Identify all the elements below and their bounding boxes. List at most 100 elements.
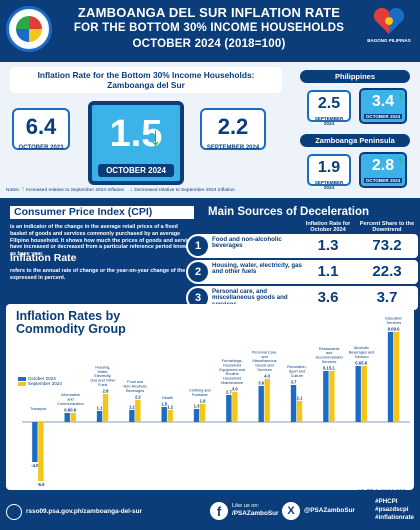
notes-decreased: Decreased relative to September 2024 Inf…	[134, 188, 235, 193]
hashtag: #inflationrate	[375, 514, 414, 521]
bar-value-label: 3.7	[291, 380, 297, 385]
category-label: Services	[322, 360, 337, 364]
category-label: Electricity,	[94, 374, 111, 378]
category-label: Culture	[291, 374, 303, 378]
category-label: and	[326, 351, 332, 355]
chart-legend: October 2024 September 2024	[18, 376, 62, 387]
row-share: 22.3	[372, 263, 402, 280]
chart-panel: -4.0 -5.9 Transport 0.9 0.9 Information and Com…	[6, 304, 414, 490]
x-icon[interactable]: X	[282, 502, 300, 520]
bar-oct	[258, 386, 264, 422]
bar-value-label: 5.6	[361, 361, 367, 366]
category-label: Fuels	[98, 383, 107, 387]
bar-value-label: 1.3	[194, 404, 200, 409]
header: ZAMBOANGA DEL SUR INFLATION RATE FOR THE…	[0, 0, 420, 62]
current-rate-label: OCTOBER 2024	[98, 164, 174, 177]
bar-oct	[323, 371, 329, 422]
bar-sep	[361, 366, 367, 422]
deceleration-col-rate: Inflation Rate for October 2024	[305, 221, 351, 234]
category-label: Clothing and	[189, 389, 210, 393]
row-rate: 1.3	[317, 237, 339, 254]
zp-sep-box: 1.9 SEPTEMBER 2024	[307, 154, 351, 190]
infographic-code: IG-ZDS-2024-019	[358, 490, 406, 496]
zp-oct-value: 2.8	[371, 157, 395, 174]
legend-oct: October 2024	[18, 376, 62, 381]
bar-value-label: 1.1	[97, 406, 103, 411]
category-label: Personal Care,	[252, 350, 277, 354]
summary-title: Inflation Rate for the Bottom 30% Income…	[10, 67, 282, 93]
bar-sep	[102, 394, 109, 422]
x-handle[interactable]: @PSAZamboSur	[304, 507, 355, 514]
website-link[interactable]: rsso09.psa.gov.ph/zamboanga-del-sur	[26, 508, 143, 515]
current-rate-value: 1.5	[109, 113, 163, 155]
like-label: Like us on:	[232, 503, 260, 509]
category-label: Alcoholic	[354, 346, 369, 350]
cpi-text: is an indicator of the change in the ave…	[10, 224, 197, 258]
notes: Notes: ↑ Increased relative to September…	[6, 186, 235, 193]
bar-value-label: 2.2	[135, 395, 141, 400]
bar-value-label: -5.9	[37, 482, 45, 487]
bar-value-label: 1.8	[200, 399, 206, 404]
category-label: Household	[223, 363, 241, 367]
category-label: Services	[387, 321, 402, 325]
title-line-1: ZAMBOANGA DEL SUR INFLATION RATE	[77, 5, 341, 20]
bar-oct	[193, 409, 200, 422]
bar-value-label: 4.3	[264, 374, 270, 379]
down-arrow-icon: ↓	[149, 121, 162, 151]
category-label: Sport and	[289, 370, 305, 374]
category-label: Beverages and	[349, 351, 375, 355]
summary-title-line-1: Inflation Rate for the Bottom 30% Income…	[37, 70, 255, 80]
legend-sep: September 2024	[18, 381, 62, 386]
title-line-3: OCTOBER 2024 (2018=100)	[132, 38, 286, 50]
bar-oct	[161, 407, 167, 422]
category-label: Gas and Other	[90, 379, 116, 383]
category-label: Information	[61, 393, 80, 397]
category-label: Restaurants	[319, 347, 340, 351]
category-label: Education	[385, 317, 402, 321]
cpi-heading: Consumer Price Index (CPI)	[10, 206, 194, 219]
legend-sep-label: September 2024	[28, 381, 62, 387]
bar-value-label: 2.7	[226, 390, 232, 395]
hashtag: #PHCPI	[375, 498, 398, 505]
bar-oct	[355, 366, 361, 422]
category-label: Maintenance	[221, 381, 243, 385]
category-label: Tobacco	[354, 355, 368, 359]
bar-sep	[296, 401, 303, 422]
bar-oct	[290, 385, 297, 422]
chart-title: Inflation Rates by Commodity Group	[16, 310, 126, 336]
summary-panel: Inflation Rate for the Bottom 30% Income…	[0, 62, 420, 198]
category-label: Services	[257, 368, 272, 372]
title-line-2: FOR THE BOTTOM 30% INCOME HOUSEHOLDS	[73, 22, 345, 34]
ph-oct-box: ↑ 3.4 OCTOBER 2024	[359, 88, 407, 124]
oct-2023-box: 6.4 OCTOBER 2023	[12, 108, 70, 151]
facebook-icon[interactable]: f	[210, 502, 228, 520]
current-rate-box: 1.5 ↓ OCTOBER 2024	[88, 101, 184, 185]
inflation-heading: Inflation Rate	[10, 252, 77, 264]
row-number: 3	[188, 288, 208, 308]
category-label: Recreation,	[287, 365, 306, 369]
row-share: 73.2	[372, 237, 402, 254]
bar-value-label: 5.6	[355, 361, 361, 366]
bar-oct	[96, 411, 103, 422]
ph-oct-value: 3.4	[371, 93, 395, 110]
bar-sep	[70, 413, 76, 422]
facebook-handle[interactable]: /PSAZamboSur	[232, 510, 279, 517]
category-label: Goods and	[255, 364, 274, 368]
bar-sep	[38, 422, 44, 481]
category-label: Miscellaneous	[252, 359, 276, 363]
sep-2024-box: 2.2 SEPTEMBER 2024	[200, 108, 266, 151]
definitions-section: Consumer Price Index (CPI) is an indicat…	[0, 198, 420, 310]
row-rate: 1.1	[317, 263, 339, 280]
chart-title-line-2: Commodity Group	[16, 322, 126, 336]
up-arrow-icon: ↑	[397, 91, 404, 103]
ph-oct-label: OCTOBER 2024	[364, 114, 402, 119]
chart-title-line-1: Inflation Rates by	[16, 309, 121, 323]
peninsula-label: Zamboanga Peninsula	[300, 134, 410, 147]
deceleration-row: 2 Housing, water, electricity, gas and o…	[186, 260, 418, 284]
facebook-text: Like us on: /PSAZamboSur	[232, 503, 279, 517]
zp-oct-label: OCTOBER 2024	[364, 178, 402, 183]
bar-value-label: 3.6	[258, 381, 264, 386]
category-label: Housing,	[95, 365, 110, 369]
category-label: Routine	[226, 372, 239, 376]
